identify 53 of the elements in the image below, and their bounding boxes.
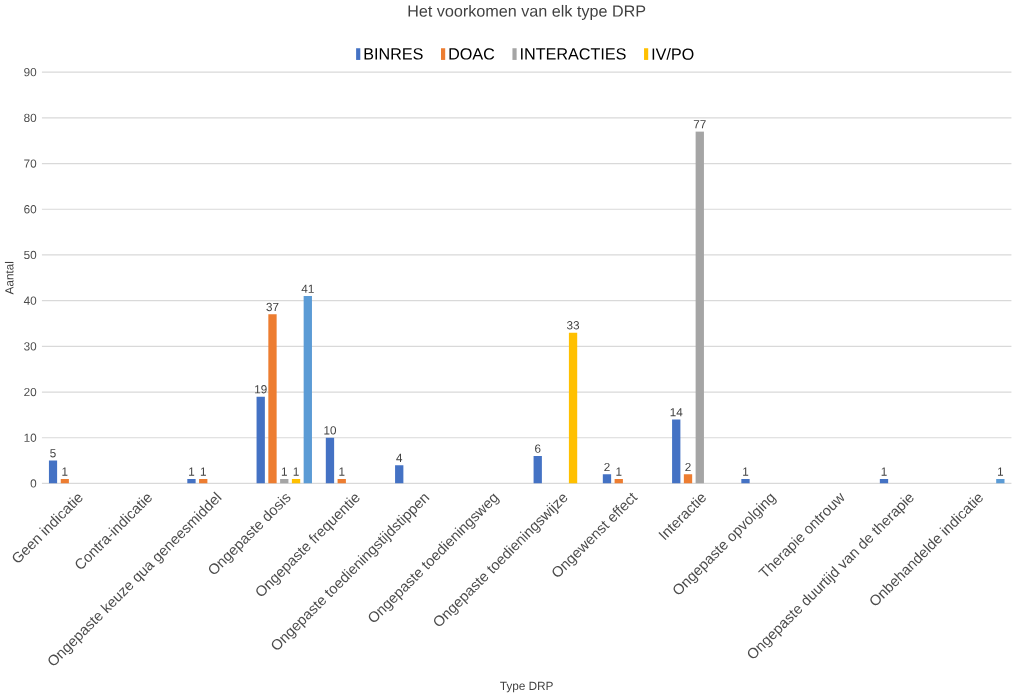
legend-label: IV/PO <box>652 47 694 60</box>
bar <box>325 437 335 484</box>
data-label: 1 <box>62 467 68 476</box>
legend-label: BINRES <box>364 48 423 60</box>
legend-label: INTERACTIES <box>521 48 626 60</box>
y-tick-label: 20 <box>24 387 37 397</box>
bar <box>533 455 542 484</box>
y-tick-label: 70 <box>24 159 37 168</box>
data-label: 1 <box>881 467 887 476</box>
bar <box>395 465 404 484</box>
legend-label: DOAC <box>449 48 495 60</box>
data-label: 10 <box>324 426 337 435</box>
data-label: 41 <box>301 284 314 293</box>
data-label: 1 <box>293 467 299 476</box>
data-label: 14 <box>670 408 683 417</box>
data-label: 5 <box>50 449 56 458</box>
y-tick-label: 40 <box>23 296 37 305</box>
y-axis-title: Aantal <box>4 261 14 295</box>
data-label: 1 <box>997 467 1004 476</box>
bar <box>256 396 265 484</box>
data-label: 2 <box>685 462 691 471</box>
bar <box>568 332 578 484</box>
data-label: 4 <box>396 453 403 462</box>
data-label: 77 <box>693 120 706 129</box>
y-tick-label: 80 <box>24 113 37 122</box>
data-label: 33 <box>566 320 580 330</box>
data-label: 1 <box>339 467 345 476</box>
data-label: 1 <box>616 467 622 476</box>
bar <box>268 314 277 484</box>
y-tick-label: 0 <box>30 479 37 488</box>
data-label: 1 <box>200 467 206 476</box>
y-tick-label: 10 <box>24 433 37 442</box>
bar <box>187 478 196 484</box>
chart-title: Het voorkomen van elk type DRP <box>408 4 646 20</box>
y-tick-label: 90 <box>24 67 37 77</box>
data-label: 6 <box>535 444 541 453</box>
bar <box>48 460 58 484</box>
data-label: 19 <box>255 384 267 394</box>
x-axis-title: Type DRP <box>500 681 553 693</box>
data-label: 1 <box>743 467 749 476</box>
bar <box>672 419 681 484</box>
bar <box>741 478 750 484</box>
data-label: 2 <box>604 462 610 471</box>
data-label: 1 <box>189 467 195 476</box>
bar <box>602 474 612 484</box>
data-label: 37 <box>266 302 279 312</box>
bar <box>695 131 704 484</box>
y-tick-label: 50 <box>24 250 37 260</box>
y-tick-label: 60 <box>24 204 37 214</box>
bar <box>303 295 312 484</box>
y-tick-label: 30 <box>24 342 37 351</box>
data-label: 1 <box>281 467 287 476</box>
bar <box>683 474 693 484</box>
